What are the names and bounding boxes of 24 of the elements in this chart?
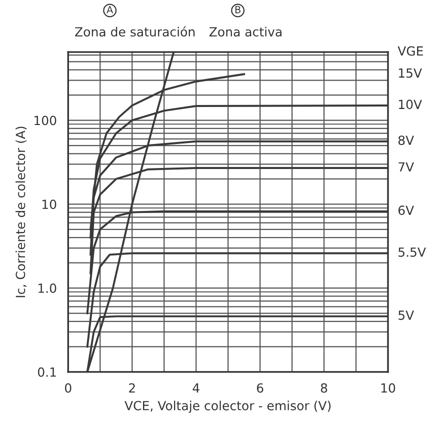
y-tick-label: 1.0 [38, 284, 56, 293]
x-tick-label: 0 [64, 383, 72, 393]
series-label: 10V [398, 100, 422, 110]
legend-title: VGE [398, 46, 423, 56]
y-tick-label: 100 [34, 116, 56, 126]
y-axis-title: Ic, Corriente de colector (A) [16, 126, 27, 298]
y-tick-label: 0.1 [38, 367, 56, 377]
series-label: 8V [398, 136, 414, 146]
series-label: 5V [398, 310, 414, 320]
x-tick-label: 4 [192, 383, 200, 393]
x-tick-label: 10 [381, 383, 396, 393]
text: Zona de saturación [75, 26, 195, 37]
x-tick-label: 6 [256, 383, 264, 393]
series-label: 7V [398, 162, 414, 172]
series-label: 6V [398, 206, 414, 216]
x-tick-label: 8 [320, 383, 328, 393]
y-tick-label: 10 [42, 200, 56, 210]
x-tick-label: 2 [129, 383, 135, 393]
text: 15V [398, 68, 422, 78]
text: Zona activa [209, 26, 282, 37]
text: A [106, 6, 114, 14]
text: B [235, 6, 240, 14]
series-label: 5.5V [398, 248, 426, 257]
x-axis-title: VCE, Voltaje colector - emisor (V) [124, 400, 331, 413]
